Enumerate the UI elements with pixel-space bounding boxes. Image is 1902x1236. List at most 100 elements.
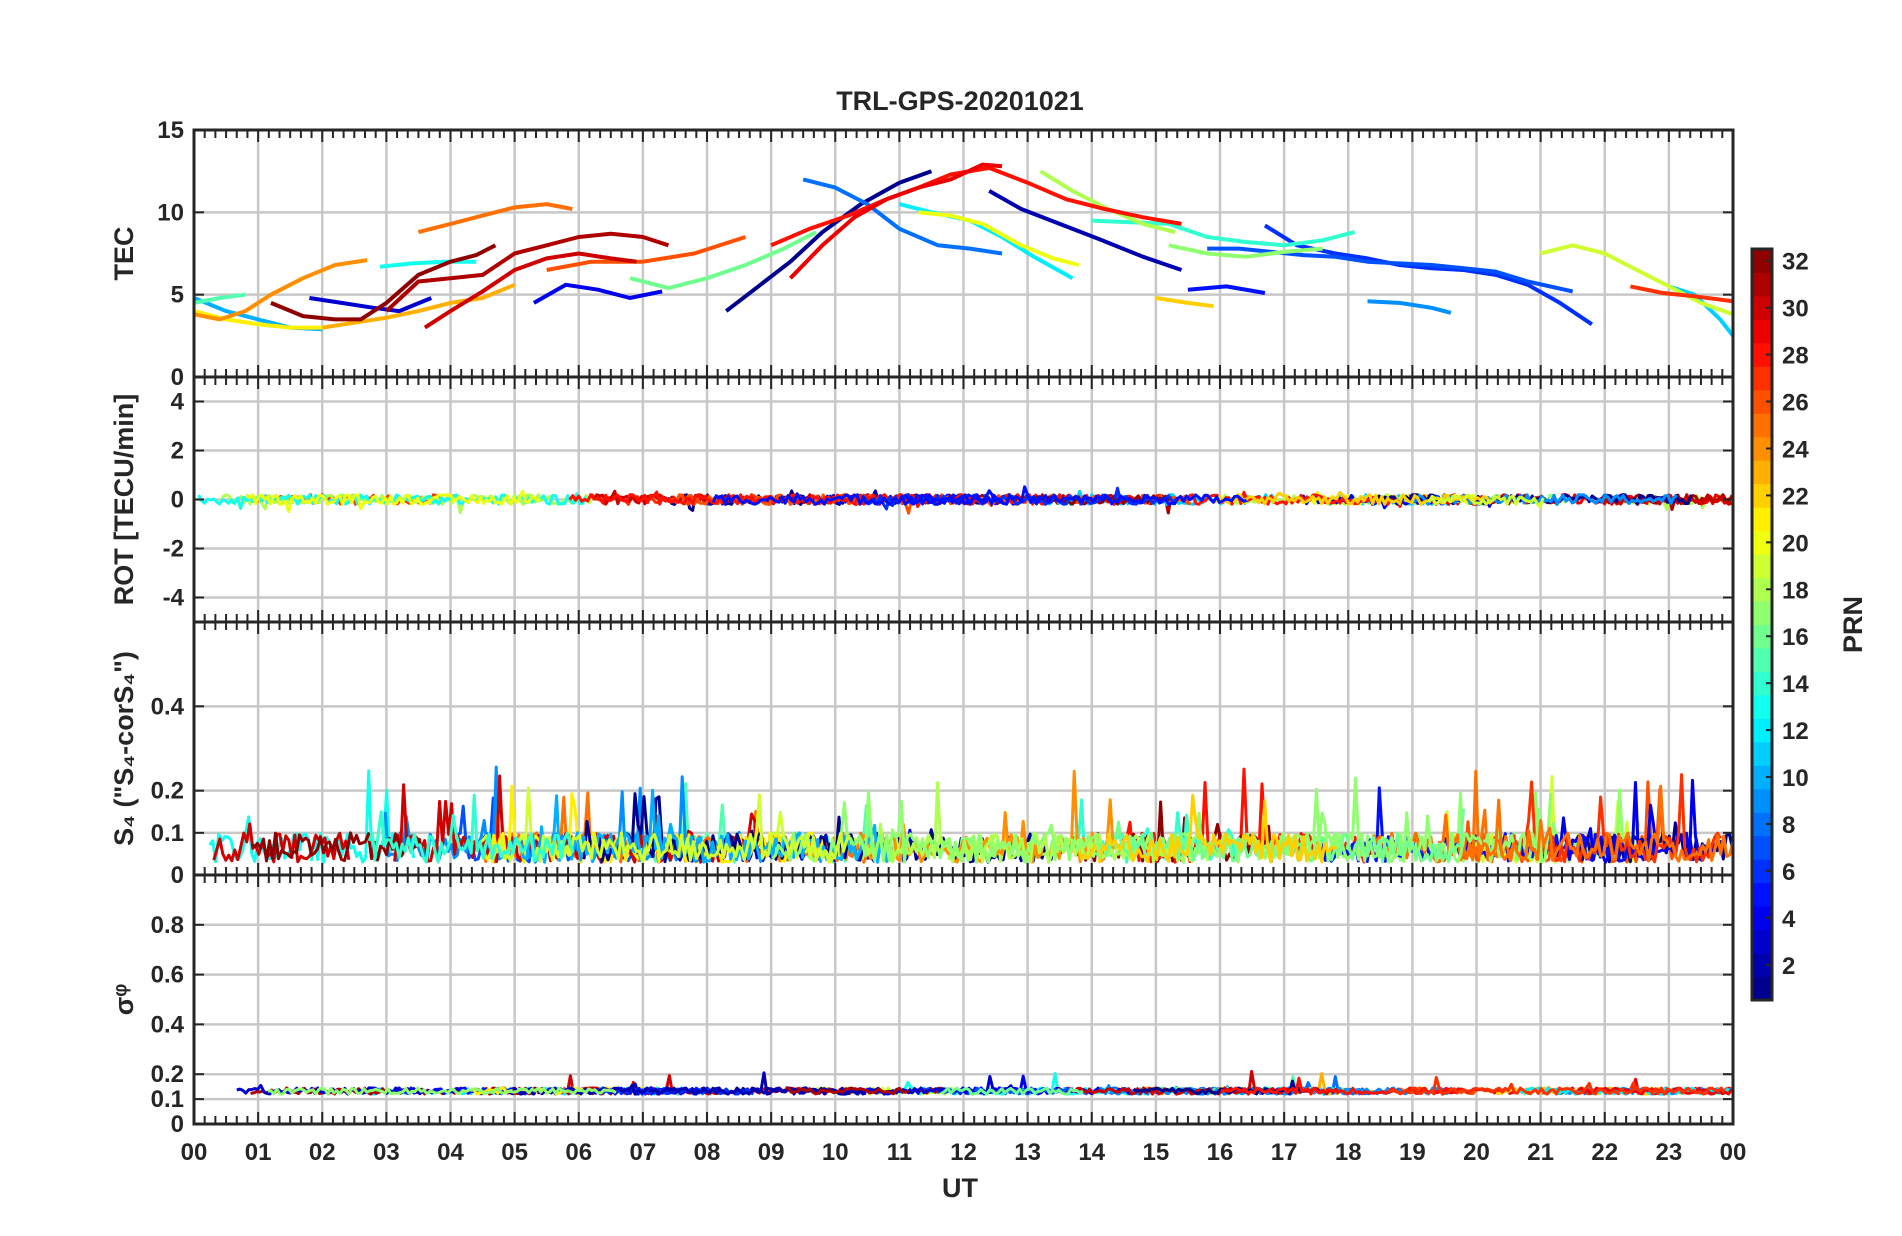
- y-tick-label: 2: [171, 438, 184, 465]
- y-tick-label: 0.4: [151, 693, 185, 720]
- y-axis-label-tec: TEC: [109, 227, 139, 281]
- y-tick-label: 4: [171, 389, 185, 416]
- colorbar-tick-label: 18: [1782, 577, 1809, 604]
- colorbar-bin-26: [1752, 389, 1772, 414]
- x-tick-label: 01: [245, 1139, 272, 1166]
- colorbar-bin-7: [1752, 835, 1772, 860]
- y-tick-label: 0.2: [151, 1061, 184, 1088]
- colorbar-tick-label: 22: [1782, 483, 1809, 510]
- colorbar-bin-4: [1752, 906, 1772, 931]
- noise-trace-prn-19: [479, 786, 851, 863]
- panel-tec: 0 5 10 15 TEC: [109, 117, 1735, 391]
- x-tick-label: 12: [950, 1139, 977, 1166]
- y-tick-label: 5: [171, 282, 184, 309]
- y-tick-label: 0: [171, 1111, 184, 1138]
- colorbar-bin-31: [1752, 272, 1772, 297]
- x-tick-label: 13: [1014, 1139, 1041, 1166]
- tec-line-prn-2: [988, 189, 1183, 272]
- series-sigma-phi: [236, 1069, 1733, 1096]
- y-axis-label-sigma-phi: σᵠ: [109, 984, 139, 1015]
- tec-line-prn-17: [1168, 243, 1323, 259]
- y-axis-label-rot: ROT [TECU/min]: [109, 394, 139, 605]
- colorbar-tick-label: 8: [1782, 812, 1795, 839]
- noise-trace-prn-14: [367, 793, 575, 864]
- x-tick-label: 07: [630, 1139, 657, 1166]
- tec-line-prn-12: [898, 202, 1074, 280]
- colorbar-tick-label: 32: [1782, 249, 1809, 276]
- colorbar-bin-6: [1752, 859, 1772, 884]
- colorbar-bin-8: [1752, 812, 1772, 837]
- series-rot: [197, 485, 1733, 515]
- colorbar-tick-label: 16: [1782, 624, 1809, 651]
- tec-line-prn-23: [321, 282, 516, 330]
- y-tick-label: 0.1: [151, 820, 184, 847]
- colorbar-tick-label: 6: [1782, 859, 1795, 886]
- y-tick-label: -4: [163, 585, 185, 612]
- colorbar-bin-25: [1752, 413, 1772, 438]
- noise-trace-prn-32: [250, 831, 424, 863]
- noise-trace-prn-5: [903, 485, 1248, 506]
- tec-line-prn-6: [1263, 223, 1594, 326]
- colorbar-tick-label: 28: [1782, 343, 1809, 370]
- noise-trace-prn-22: [1077, 793, 1338, 864]
- noise-trace-prn-18: [834, 781, 1209, 864]
- y-tick-label: 0.8: [151, 912, 184, 939]
- colorbar-label: PRN: [1838, 596, 1868, 653]
- colorbar-bin-2: [1752, 953, 1772, 978]
- x-tick-label: 20: [1463, 1139, 1490, 1166]
- colorbar-tick-label: 12: [1782, 718, 1809, 745]
- tec-line-prn-32: [270, 243, 497, 322]
- tec-line-prn-4: [532, 282, 663, 305]
- x-tick-label: 19: [1399, 1139, 1426, 1166]
- x-tick-label: 16: [1207, 1139, 1234, 1166]
- x-tick-label: 22: [1591, 1139, 1618, 1166]
- x-tick-label: 21: [1527, 1139, 1554, 1166]
- tec-line-prn-29: [788, 162, 1003, 280]
- colorbar-tick-label: 24: [1782, 436, 1809, 463]
- tec-line-prn-1: [724, 169, 933, 313]
- colorbar-tick-label: 26: [1782, 390, 1809, 417]
- x-tick-label: 15: [1143, 1139, 1170, 1166]
- x-tick-label: 23: [1656, 1139, 1683, 1166]
- noise-trace-prn-20: [245, 489, 542, 514]
- colorbar-tick-label: 20: [1782, 530, 1809, 557]
- colorbar-bin-9: [1752, 788, 1772, 813]
- colorbar-bin-30: [1752, 295, 1772, 320]
- colorbar-bin-32: [1752, 249, 1772, 273]
- x-tick-label: 09: [758, 1139, 785, 1166]
- tec-line-prn-9: [1367, 299, 1452, 315]
- series-s4: [208, 765, 1733, 864]
- tec-line-prn-27: [1629, 284, 1733, 304]
- x-tick-label: 00: [181, 1139, 208, 1166]
- y-tick-label: 0.1: [151, 1086, 184, 1113]
- colorbar-bin-24: [1752, 436, 1772, 461]
- tec-line-prn-30: [423, 251, 637, 330]
- x-tick-label: 00: [1720, 1139, 1747, 1166]
- y-tick-label: 0.2: [151, 778, 184, 805]
- tec-line-prn-5: [1187, 284, 1266, 295]
- tec-line-prn-15: [194, 292, 246, 305]
- grid-sigma-phi: [194, 875, 1733, 1124]
- x-tick-label: 06: [565, 1139, 592, 1166]
- tec-line-prn-8: [802, 177, 1003, 256]
- colorbar-bin-15: [1752, 647, 1772, 672]
- colorbar-tick-label: 10: [1782, 765, 1809, 792]
- tec-line-prn-31: [385, 231, 670, 313]
- tec-line-prn-20: [918, 210, 1080, 267]
- colorbar-bin-13: [1752, 694, 1772, 719]
- y-axis-label-s4: S₄ ("S₄-corS₄"): [109, 651, 139, 846]
- tec-line-prn-16: [629, 230, 817, 291]
- y-tick-label: 10: [157, 199, 184, 226]
- x-tick-label: 02: [309, 1139, 336, 1166]
- x-tick-label: 04: [437, 1139, 464, 1166]
- ticks-sigma-phi: [193, 875, 1734, 1125]
- colorbar-bin-19: [1752, 554, 1772, 579]
- noise-trace-prn-16: [940, 1086, 1084, 1096]
- x-tick-label: 10: [822, 1139, 849, 1166]
- tec-line-prn-25: [417, 202, 573, 235]
- colorbar-tick-label: 30: [1782, 296, 1809, 323]
